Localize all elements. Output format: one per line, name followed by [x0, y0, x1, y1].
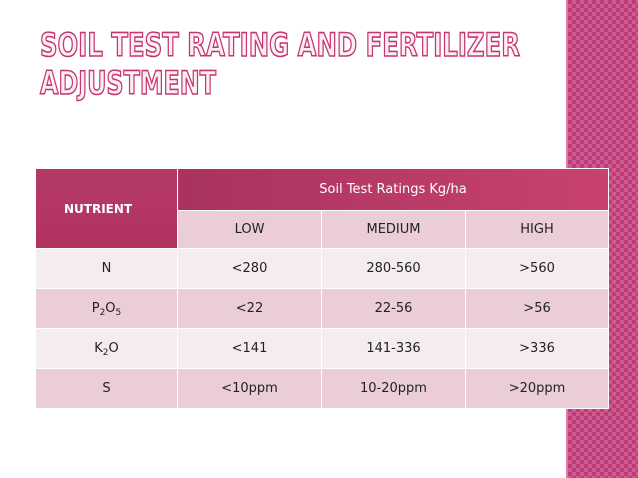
rating-table: NUTRIENT Soil Test Ratings Kg/ha LOW MEDI… — [35, 168, 610, 409]
title-block: SOIL TEST RATING AND FERTILIZER ADJUSTME… — [38, 26, 558, 106]
rating-cell: <280 — [177, 248, 322, 289]
rating-cell: >56 — [464, 288, 610, 329]
table-row: S <10ppm 10-20ppm >20ppm — [35, 368, 610, 409]
rating-cell: >20ppm — [464, 368, 610, 409]
rating-cell: >560 — [464, 248, 610, 289]
rating-cell: 141-336 — [321, 328, 466, 369]
rating-cell: 10-20ppm — [321, 368, 466, 409]
column-header: MEDIUM — [321, 210, 466, 249]
rating-cell: <22 — [177, 288, 322, 329]
rating-cell: 22-56 — [321, 288, 466, 329]
title-svg: SOIL TEST RATING AND FERTILIZER ADJUSTME… — [39, 26, 521, 103]
nutrient-cell: N — [35, 248, 178, 289]
nutrient-cell: P2O5 — [35, 288, 178, 329]
rating-cell: <10ppm — [177, 368, 322, 409]
rating-cell: >336 — [464, 328, 610, 369]
group-header: Soil Test Ratings Kg/ha — [176, 168, 610, 211]
table-row: N <280 280-560 >560 — [35, 248, 610, 289]
column-header: HIGH — [464, 210, 610, 249]
column-header: LOW — [177, 210, 322, 249]
column-header-row: LOW MEDIUM HIGH — [36, 210, 610, 249]
title-line: ADJUSTMENT — [40, 64, 216, 102]
nutrient-cell: S — [35, 368, 178, 409]
header-row: NUTRIENT Soil Test Ratings Kg/ha — [35, 168, 610, 249]
title-line: SOIL TEST RATING AND FERTILIZER — [40, 26, 520, 64]
nutrient-cell: K2O — [35, 328, 178, 369]
table-row: P2O5 <22 22-56 >56 — [35, 288, 610, 329]
corner-cell: NUTRIENT — [35, 168, 178, 249]
rating-cell: <141 — [177, 328, 322, 369]
rating-cell: 280-560 — [321, 248, 466, 289]
table-row: K2O <141 141-336 >336 — [35, 328, 610, 369]
